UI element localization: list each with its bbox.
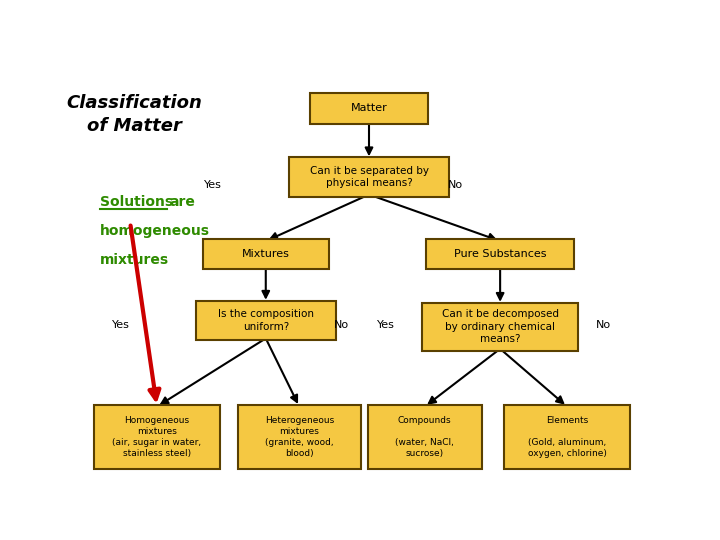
FancyBboxPatch shape — [196, 301, 336, 340]
Text: Is the composition
uniform?: Is the composition uniform? — [217, 309, 314, 332]
FancyBboxPatch shape — [289, 157, 449, 197]
FancyBboxPatch shape — [238, 404, 361, 469]
FancyBboxPatch shape — [368, 404, 482, 469]
Text: Matter: Matter — [351, 104, 387, 113]
Text: Compounds

(water, NaCl,
sucrose): Compounds (water, NaCl, sucrose) — [395, 416, 454, 458]
Text: mixtures: mixtures — [100, 253, 169, 267]
Text: Can it be separated by
physical means?: Can it be separated by physical means? — [310, 166, 428, 188]
Text: Yes: Yes — [377, 320, 395, 330]
FancyBboxPatch shape — [310, 93, 428, 124]
Text: Can it be decomposed
by ordinary chemical
means?: Can it be decomposed by ordinary chemica… — [441, 309, 559, 344]
Text: Pure Substances: Pure Substances — [454, 249, 546, 259]
FancyBboxPatch shape — [426, 239, 574, 268]
Text: No: No — [333, 320, 348, 330]
Text: Elements

(Gold, aluminum,
oxygen, chlorine): Elements (Gold, aluminum, oxygen, chlori… — [528, 416, 606, 458]
FancyBboxPatch shape — [203, 239, 328, 268]
Text: Yes: Yes — [112, 320, 130, 330]
Text: Heterogeneous
mixtures
(granite, wood,
blood): Heterogeneous mixtures (granite, wood, b… — [265, 416, 334, 458]
FancyBboxPatch shape — [94, 404, 220, 469]
Text: Solutions: Solutions — [100, 195, 174, 209]
FancyBboxPatch shape — [422, 303, 578, 350]
Text: homogeneous: homogeneous — [100, 224, 210, 238]
FancyBboxPatch shape — [504, 404, 630, 469]
Text: No: No — [595, 320, 611, 330]
Text: Homogeneous
mixtures
(air, sugar in water,
stainless steel): Homogeneous mixtures (air, sugar in wate… — [112, 416, 202, 458]
Text: No: No — [448, 180, 463, 191]
Text: Classification
of Matter: Classification of Matter — [67, 94, 202, 136]
Text: are: are — [169, 195, 195, 209]
Text: Mixtures: Mixtures — [242, 249, 289, 259]
Text: Yes: Yes — [204, 180, 222, 191]
